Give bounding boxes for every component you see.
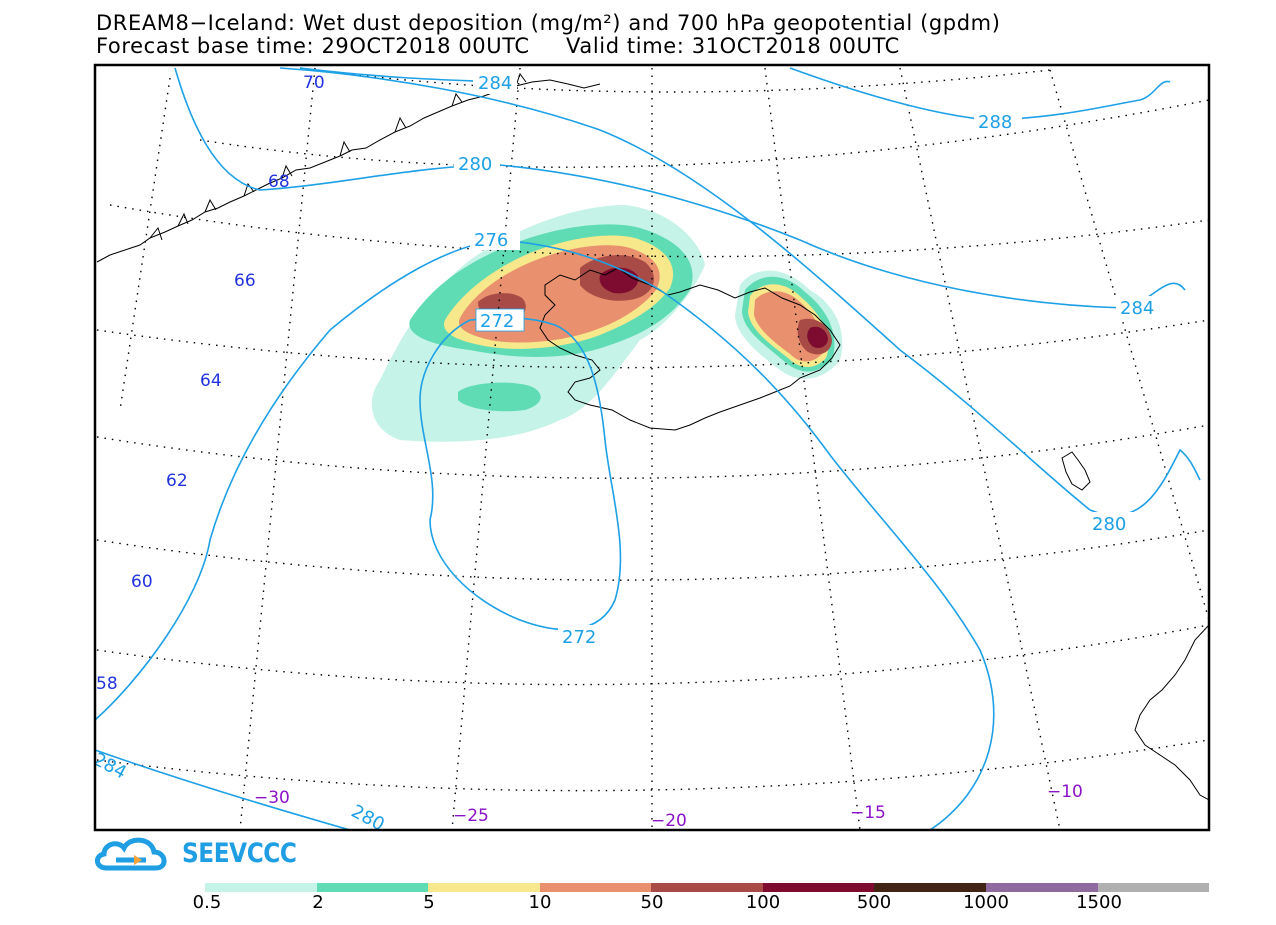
contour-label: 272 xyxy=(480,311,514,332)
parallel-68 xyxy=(199,99,1209,168)
geopotential-contours xyxy=(95,67,1201,830)
map-frame xyxy=(93,63,1211,832)
dust-shade-2-blob xyxy=(458,382,541,412)
meridian-15 xyxy=(764,67,861,830)
dust-shade-100-b xyxy=(807,326,828,348)
colorbar-label: 100 xyxy=(745,892,781,913)
parallel-64 xyxy=(96,319,1209,369)
contour-label: 280 xyxy=(1092,514,1126,535)
contour-label: 288 xyxy=(978,112,1012,133)
latitude-labels: 70 68 66 64 62 60 58 xyxy=(96,73,325,694)
coastlines xyxy=(96,72,1209,801)
colorbar-swatch xyxy=(874,883,986,892)
lat-label: 64 xyxy=(200,371,222,391)
meridian-10 xyxy=(899,67,1061,830)
colorbar-swatch xyxy=(316,883,429,892)
contour-288 xyxy=(789,67,1171,121)
faroe-islands xyxy=(1061,451,1091,491)
map-subtitle: Forecast base time: 29OCT2018 00UTC Vali… xyxy=(96,34,900,58)
greenland-coast-detail xyxy=(149,72,527,241)
contour-280-southwest xyxy=(95,749,351,830)
colorbar-swatch xyxy=(985,883,1098,892)
contour-label: 284 xyxy=(478,73,512,94)
meridian-35 xyxy=(119,77,171,411)
lat-label: 66 xyxy=(234,271,256,291)
longitude-labels: −30 −25 −20 −15 −10 xyxy=(254,782,1083,831)
contour-labels: 284 288 280 276 272 284 280 272 280 284 xyxy=(95,72,1166,830)
contour-284-east xyxy=(279,67,1201,517)
parallel-66 xyxy=(109,204,1209,258)
parallel-58 xyxy=(96,624,1209,686)
lat-label: 60 xyxy=(131,572,153,592)
lon-label: −10 xyxy=(1047,782,1083,802)
contour-276 xyxy=(95,239,995,830)
norway-coast xyxy=(1134,624,1209,801)
lon-label: −25 xyxy=(453,806,489,826)
colorbar-swatch xyxy=(539,883,652,892)
lat-label: 68 xyxy=(268,172,290,192)
colorbar-swatch xyxy=(651,883,763,892)
parallel-70 xyxy=(299,67,1051,93)
graticule xyxy=(96,67,1209,830)
parallel-60 xyxy=(96,529,1209,581)
contour-label: 272 xyxy=(562,627,596,648)
lat-label: 62 xyxy=(166,471,188,491)
contour-284-north xyxy=(299,67,501,83)
colorbar xyxy=(205,883,1210,892)
map-title: DREAM8−Iceland: Wet dust deposition (mg/… xyxy=(96,11,1001,35)
colorbar-label: 5 xyxy=(423,892,435,913)
dust-shade-100-a xyxy=(599,267,639,294)
lon-label: −15 xyxy=(850,803,886,823)
dust-deposition-shading xyxy=(371,205,843,442)
colorbar-swatch xyxy=(1097,883,1210,892)
colorbar-label: 50 xyxy=(640,892,664,913)
colorbar-label: 500 xyxy=(856,892,892,913)
seevccc-logo xyxy=(95,837,167,871)
lat-label: 58 xyxy=(96,674,118,694)
colorbar-label: 0.5 xyxy=(192,892,222,913)
colorbar-swatch xyxy=(762,883,875,892)
colorbar-label: 2 xyxy=(312,892,324,913)
lon-label: −20 xyxy=(651,811,687,831)
contour-label: 284 xyxy=(1120,298,1154,319)
meridian-25 xyxy=(451,67,521,830)
meridian-30 xyxy=(239,67,316,830)
contour-label: 276 xyxy=(474,230,508,251)
colorbar-swatch xyxy=(205,883,317,892)
colorbar-label: 1000 xyxy=(963,892,1009,913)
cloud-icon xyxy=(95,837,167,871)
lon-label: −30 xyxy=(254,788,290,808)
seevccc-logo-text: SEEVCCC xyxy=(182,838,297,869)
colorbar-swatch xyxy=(428,883,540,892)
contour-label: 280 xyxy=(458,154,492,175)
colorbar-label: 10 xyxy=(528,892,552,913)
lat-label: 70 xyxy=(303,73,325,93)
parallel-56 xyxy=(96,739,1209,792)
meridian-5 xyxy=(1049,69,1209,621)
colorbar-label: 1500 xyxy=(1076,892,1122,913)
contour-280-north xyxy=(174,67,1186,309)
